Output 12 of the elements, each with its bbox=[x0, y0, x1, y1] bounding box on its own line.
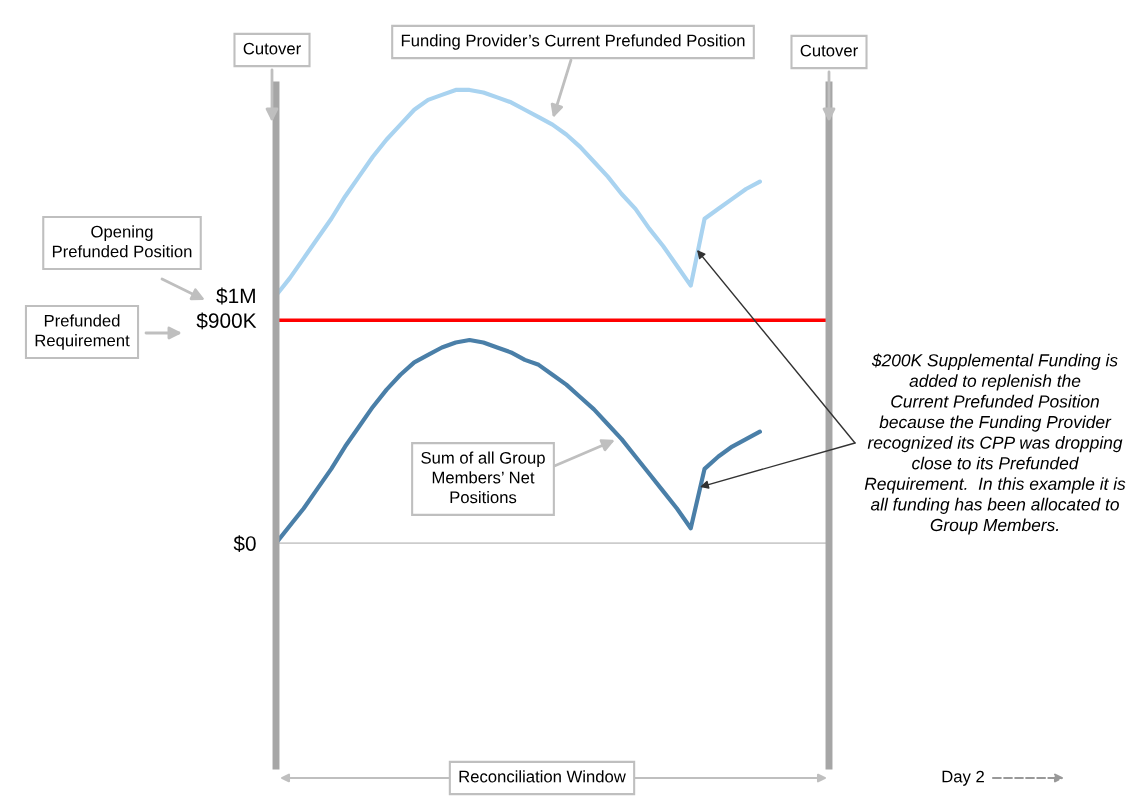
text: Funding Provider’s Current Prefunded Position bbox=[401, 34, 745, 50]
y-tick-label: $0 bbox=[233, 535, 256, 553]
text: Cutover bbox=[243, 42, 301, 55]
text: Prefunded Requirement bbox=[35, 314, 130, 350]
text: Opening Prefunded Position bbox=[52, 225, 192, 258]
text: $200K Supplemental Funding is added to replenish the Current Prefunded Position because the Funding Provider recognized its CPP was dropping close to its Prefunded Requirement. In this example it is all funding has been allocated to Group Members. bbox=[864, 353, 1126, 535]
annotation: Sum of all Group Members’ Net Positions bbox=[421, 451, 545, 504]
text: Cutover bbox=[800, 44, 858, 57]
text: Day 2 bbox=[942, 770, 984, 786]
text: Reconciliation Window bbox=[459, 770, 626, 783]
y-tick-label: $900K bbox=[196, 312, 257, 330]
y-tick-label: $1M bbox=[216, 287, 255, 305]
